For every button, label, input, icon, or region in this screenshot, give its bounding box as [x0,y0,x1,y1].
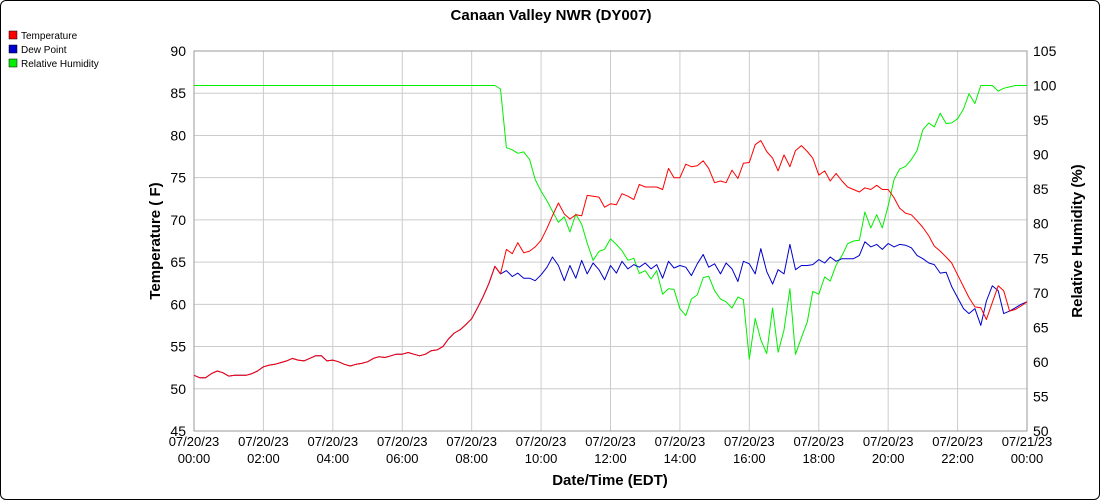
x-tick-date: 07/20/23 [793,434,844,449]
y-left-tick-label: 65 [170,254,186,270]
x-tick-time: 00:00 [1011,451,1044,466]
y-left-tick-label: 50 [170,381,186,397]
x-tick-date: 07/20/23 [308,434,359,449]
y-right-tick-label: 105 [1033,43,1057,59]
y-left-tick-label: 85 [170,85,186,101]
legend-swatch-dew-point [8,44,18,54]
x-tick-date: 07/21/23 [1002,434,1053,449]
y-left-tick-label: 75 [170,170,186,186]
y-right-tick-label: 90 [1033,147,1049,163]
legend-label-relative-humidity: Relative Humidity [21,59,99,70]
y-right-tick-label: 70 [1033,285,1049,301]
x-axis-title: Date/Time (EDT) [552,472,668,489]
y-left-tick-label: 60 [170,296,186,312]
y-right-tick-label: 60 [1033,354,1049,370]
x-tick-time: 18:00 [802,451,835,466]
y-axis-left: 45 50 55 60 65 70 75 80 85 90 [170,43,186,439]
legend: Temperature Dew Point Relative Humidity [8,30,99,70]
x-tick-time: 06:00 [386,451,419,466]
x-tick-date: 07/20/23 [377,434,428,449]
x-tick-time: 10:00 [525,451,558,466]
x-tick-time: 22:00 [941,451,974,466]
series-group [193,85,1028,379]
x-tick-date: 07/20/23 [169,434,220,449]
legend-label-temperature: Temperature [21,31,78,42]
y-right-tick-label: 85 [1033,181,1049,197]
x-tick-date: 07/20/23 [238,434,289,449]
x-tick-date: 07/20/23 [446,434,497,449]
y-right-tick-label: 80 [1033,216,1049,232]
y-axis-left-title: Temperature ( F) [147,182,164,299]
legend-swatch-relative-humidity [8,58,18,68]
y-axis-right: 50 55 60 65 70 75 80 85 90 95 100 105 [1033,43,1057,439]
y-left-tick-label: 55 [170,339,186,355]
grid [193,50,1028,432]
x-tick-date: 07/20/23 [516,434,567,449]
x-tick-time: 04:00 [317,451,350,466]
y-right-tick-label: 100 [1033,78,1057,94]
x-tick-time: 02:00 [247,451,280,466]
y-right-tick-label: 50 [1033,423,1049,439]
y-left-tick-label: 45 [170,423,186,439]
x-tick-time: 20:00 [872,451,905,466]
x-tick-time: 08:00 [455,451,488,466]
y-left-tick-label: 90 [170,43,186,59]
x-tick-time: 00:00 [178,451,211,466]
y-right-tick-label: 65 [1033,319,1049,335]
y-right-tick-label: 55 [1033,388,1049,404]
plot-area [193,50,1028,432]
x-tick-date: 07/20/23 [585,434,636,449]
y-left-tick-label: 70 [170,212,186,228]
x-tick-date: 07/20/23 [655,434,706,449]
series-line-temperature [193,140,1028,379]
x-tick-date: 07/20/23 [932,434,983,449]
y-right-tick-label: 75 [1033,250,1049,266]
x-axis: 07/20/23 00:00 07/20/23 02:00 07/20/23 04:00 0… [169,434,1053,466]
chart-title: Canaan Valley NWR (DY007) [451,7,652,24]
series-line-relative-humidity [194,85,1027,360]
y-left-tick-label: 80 [170,127,186,143]
x-tick-date: 07/20/23 [863,434,914,449]
x-tick-date: 07/20/23 [724,434,775,449]
y-right-tick-label: 95 [1033,112,1049,128]
x-tick-time: 12:00 [594,451,627,466]
legend-label-dew-point: Dew Point [21,45,67,56]
legend-swatch-temperature [8,30,18,40]
y-axis-right-title: Relative Humidity (%) [1069,164,1086,317]
x-tick-time: 16:00 [733,451,766,466]
x-tick-time: 14:00 [664,451,697,466]
